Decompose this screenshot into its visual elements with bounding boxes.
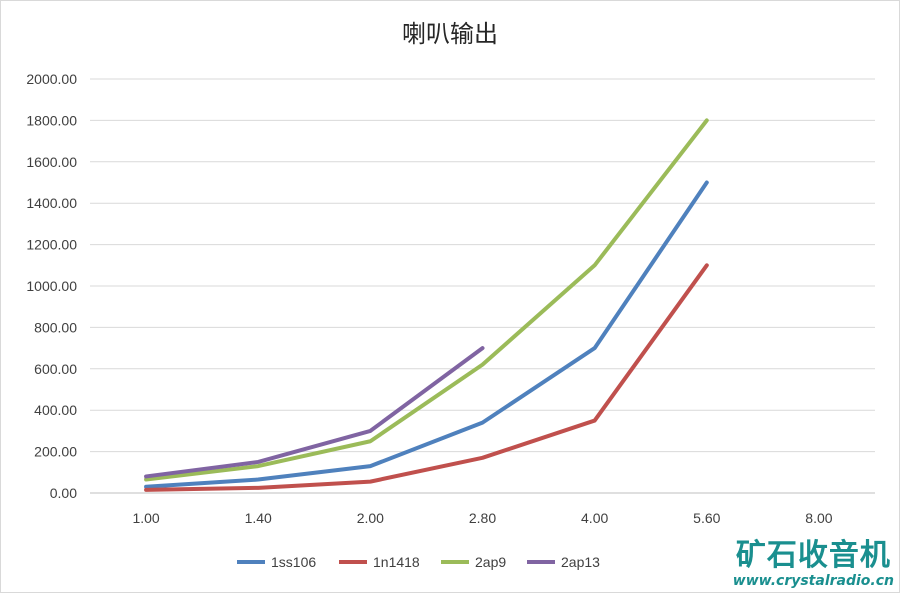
legend-label: 1n1418: [373, 554, 420, 570]
watermark-brand: 矿石收音机: [735, 538, 891, 573]
x-tick-label: 2.00: [357, 510, 384, 526]
x-tick-label: 4.00: [581, 510, 608, 526]
series-line-2ap13: [144, 346, 485, 479]
series-lines: [144, 118, 709, 492]
x-tick-label: 5.60: [693, 510, 720, 526]
series-line-1ss106: [144, 180, 709, 489]
legend-label: 2ap13: [561, 554, 600, 570]
legend-label: 1ss106: [271, 554, 316, 570]
y-tick-label: 2000.00: [26, 71, 77, 87]
x-tick-label: 8.00: [805, 510, 832, 526]
y-tick-label: 400.00: [34, 402, 77, 418]
gridlines: [90, 78, 875, 453]
legend-label: 2ap9: [475, 554, 506, 570]
y-tick-label: 0.00: [50, 485, 77, 501]
legend-item: 2ap13: [527, 554, 600, 570]
watermark-logo: 矿石收音机 www.crystalradio.cn: [732, 538, 894, 590]
axes: 0.00 200.00 400.00 600.00 800.00 1000.00 1200.…: [26, 71, 875, 526]
y-tick-label: 1000.00: [26, 278, 77, 294]
series-line-2ap9: [144, 118, 709, 482]
x-tick-label: 1.40: [245, 510, 272, 526]
y-tick-label: 1400.00: [26, 195, 77, 211]
y-tick-label: 200.00: [34, 444, 77, 460]
y-tick-label: 1600.00: [26, 154, 77, 170]
y-tick-label: 1200.00: [26, 237, 77, 253]
x-tick-label: 1.00: [132, 510, 159, 526]
series-line-1n1418: [144, 263, 709, 492]
legend-item: 2ap9: [441, 554, 506, 570]
y-tick-label: 800.00: [34, 319, 77, 335]
x-tick-label: 2.80: [469, 510, 496, 526]
chart-title: 喇叭输出: [402, 20, 498, 48]
y-tick-label: 1800.00: [26, 112, 77, 128]
legend-item: 1ss106: [237, 554, 316, 570]
y-tick-label: 600.00: [34, 361, 77, 377]
watermark-url: www.crystalradio.cn: [732, 573, 894, 589]
legend-item: 1n1418: [339, 554, 420, 570]
legend: 1ss106 1n1418 2ap9 2ap13: [237, 554, 600, 570]
